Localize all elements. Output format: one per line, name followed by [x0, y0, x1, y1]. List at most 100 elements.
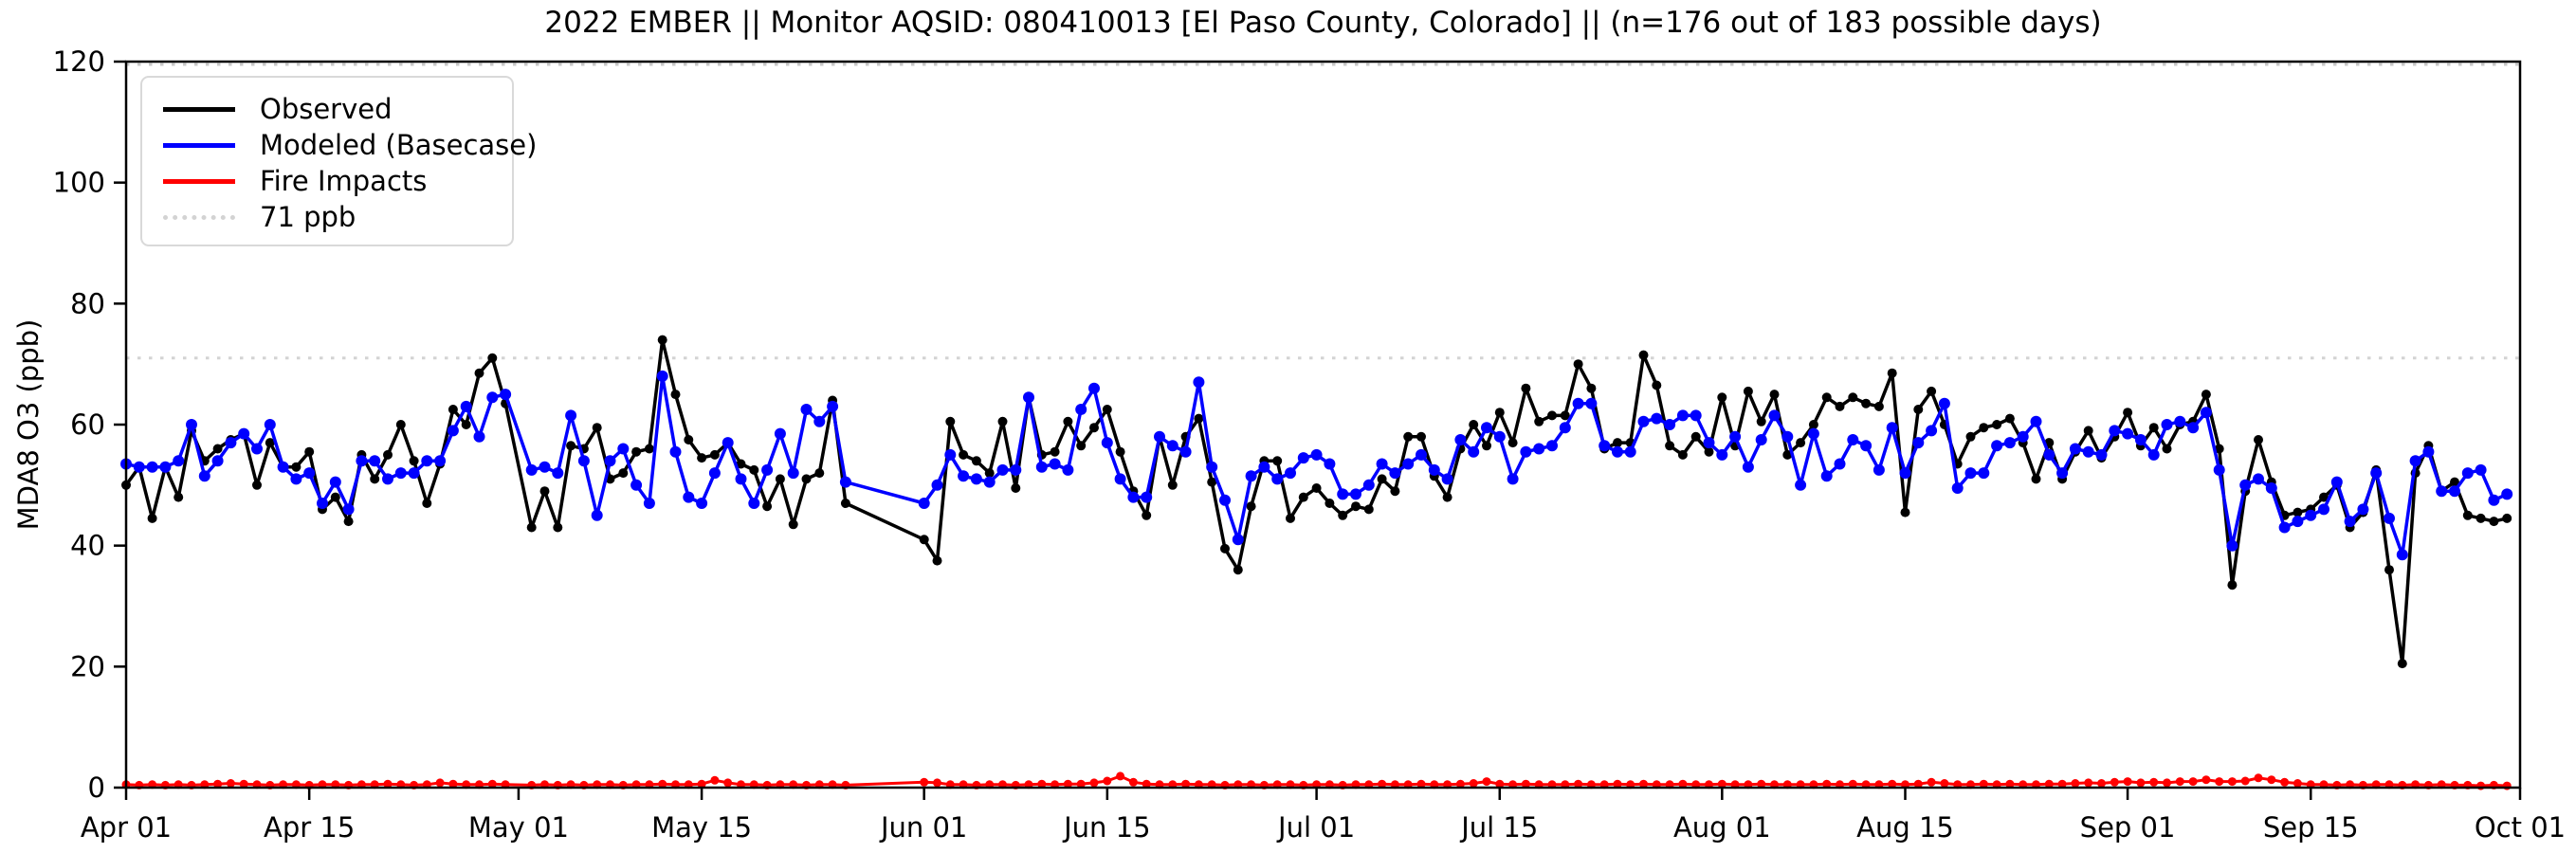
x-tick-label: Aug 01 [1673, 811, 1771, 844]
data-point [1507, 473, 1519, 485]
data-point [1690, 409, 1702, 422]
data-point [421, 455, 433, 467]
data-point [2200, 407, 2212, 419]
data-point [409, 456, 419, 466]
data-point [1350, 488, 1361, 500]
data-point [1834, 458, 1846, 470]
data-point [1482, 777, 1491, 787]
x-tick-label: Jun 15 [1062, 811, 1150, 844]
data-point [1704, 446, 1714, 457]
data-point [643, 498, 655, 509]
x-tick-label: May 15 [651, 811, 752, 844]
data-point [1717, 392, 1727, 403]
data-point [1193, 376, 1205, 389]
data-point [1860, 440, 1873, 452]
data-point [1245, 470, 1257, 482]
data-point [944, 448, 957, 461]
data-point [1848, 392, 1858, 403]
data-point [684, 435, 694, 445]
data-point [1142, 779, 1151, 789]
data-point [1795, 479, 1807, 491]
data-point [618, 468, 629, 479]
data-point [932, 555, 942, 566]
data-point [1664, 419, 1676, 430]
data-point [1390, 486, 1400, 497]
x-tick-label: Sep 15 [2263, 811, 2359, 844]
data-point [2084, 778, 2093, 788]
data-point [1913, 779, 1923, 789]
data-point [565, 409, 577, 422]
legend-item-label: Fire Impacts [260, 165, 428, 197]
data-point [2384, 512, 2395, 524]
data-point [2161, 419, 2173, 430]
series-line [124, 374, 2509, 556]
data-point [1534, 416, 1544, 426]
data-point [1116, 771, 1125, 781]
data-point [473, 430, 485, 443]
data-point [920, 777, 929, 787]
data-point [239, 779, 248, 789]
data-point [2409, 455, 2421, 467]
data-point [1678, 779, 1688, 789]
data-point [133, 461, 145, 473]
fire-line-swatch [163, 178, 235, 184]
data-point [748, 498, 760, 509]
data-point [1233, 565, 1243, 575]
legend-item-fire: Fire Impacts [142, 163, 512, 199]
data-point [1847, 434, 1859, 445]
data-point [173, 455, 185, 467]
x-axis-ticks: Apr 01 Apr 15 May 01 May 15 Jun 01 Jun 15 Jul … [81, 788, 2566, 844]
data-point [2134, 434, 2147, 445]
data-point [1010, 463, 1022, 476]
data-point [198, 470, 210, 482]
data-point [2461, 467, 2474, 480]
data-point [1194, 413, 1204, 424]
data-point [997, 416, 1008, 426]
data-point [2031, 474, 2041, 484]
data-point [1586, 383, 1597, 393]
data-point [1103, 776, 1112, 786]
data-point [788, 519, 798, 530]
data-point [1050, 446, 1060, 457]
data-point [1142, 510, 1152, 520]
data-point [2163, 778, 2171, 788]
x-tick-label: Aug 15 [1856, 811, 1954, 844]
data-point [448, 779, 458, 789]
data-point [1362, 479, 1375, 491]
data-point [839, 476, 851, 488]
data-point [2069, 443, 2081, 455]
data-point [1128, 777, 1138, 787]
data-point [996, 463, 1009, 476]
data-point [1377, 474, 1387, 484]
data-point [1378, 779, 1387, 789]
data-point [670, 390, 681, 400]
data-point [1927, 386, 1937, 396]
data-point [801, 474, 812, 484]
data-point [2502, 513, 2512, 523]
data-point [1088, 382, 1100, 394]
data-point [2501, 488, 2513, 500]
data-point [656, 370, 668, 382]
data-point [723, 778, 733, 788]
data-point [291, 462, 301, 472]
data-point [147, 513, 157, 523]
x-tick-label: Jul 15 [1459, 811, 1538, 844]
x-tick-label: May 01 [468, 811, 569, 844]
data-point [630, 479, 643, 491]
data-point [2278, 521, 2291, 534]
data-point [2215, 777, 2224, 787]
data-point [290, 473, 302, 485]
data-point [775, 474, 785, 484]
data-point [2097, 779, 2106, 788]
data-point [1613, 438, 1622, 448]
data-point [2397, 659, 2407, 669]
data-point [2475, 463, 2487, 476]
data-point [1127, 491, 1140, 503]
data-point [382, 473, 393, 485]
data-point [1677, 449, 1688, 460]
data-point [2043, 448, 2055, 461]
data-point [919, 535, 929, 545]
y-tick-label: 0 [88, 771, 105, 804]
data-point [2253, 473, 2264, 485]
data-point [343, 517, 354, 527]
